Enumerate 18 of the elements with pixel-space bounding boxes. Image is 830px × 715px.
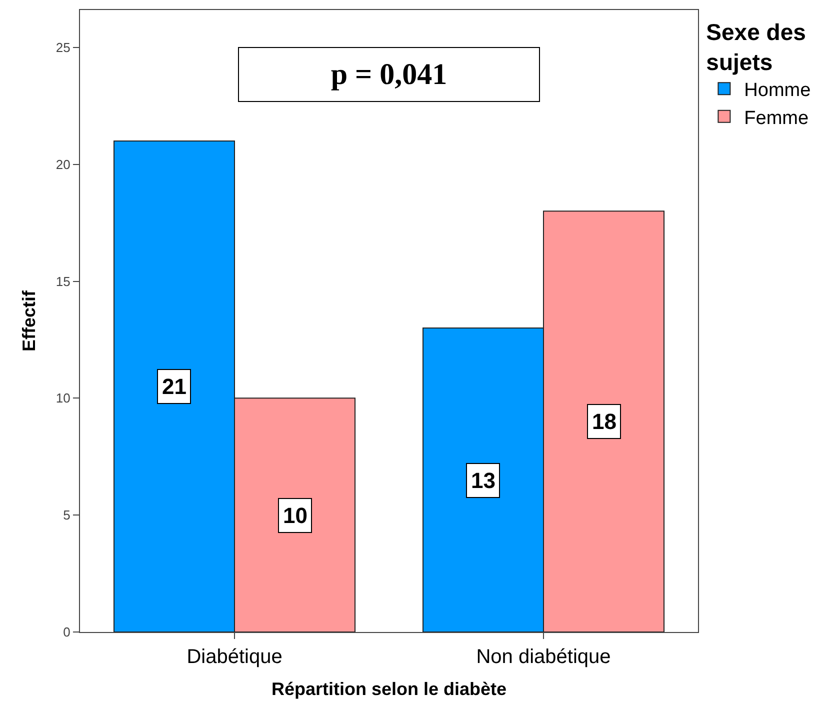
y-tick-label: 5 [63,508,70,523]
y-tick-label: 15 [56,274,70,289]
annotation: p = 0,041 [330,58,448,91]
y-tick-label: 0 [63,624,70,640]
y-axis-title: Effectif [19,289,40,352]
legend-label: Homme [744,80,811,102]
x-axis-title: Répartition selon le diabète [271,679,507,700]
data-label: 13 [471,468,496,493]
data-label: 21 [162,374,186,399]
y-tick-label: 25 [56,40,70,55]
legend-label: Femme [744,108,809,129]
x-tick-label: Diabétique [186,646,282,668]
data-label: 18 [592,409,616,434]
x-tick-label: Non diabétique [476,646,611,668]
y-tick-label: 10 [56,390,70,406]
y-tick-label: 20 [56,156,70,172]
legend-title: Sexe des sujets [706,18,806,75]
data-label: 10 [283,503,308,528]
